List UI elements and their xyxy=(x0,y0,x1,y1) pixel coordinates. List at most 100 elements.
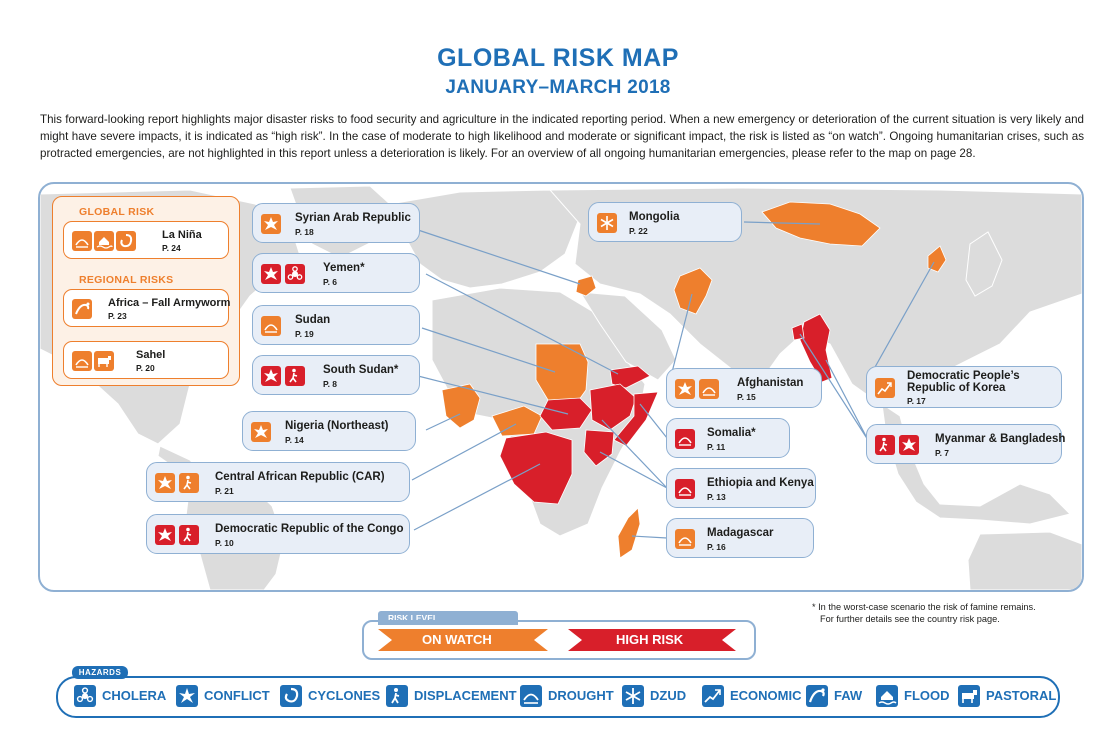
intro-line: protracted emergencies, are not highligh… xyxy=(40,147,976,160)
conflict-icon xyxy=(261,214,281,234)
legend-card-sahel[interactable]: Sahel P. 20 xyxy=(63,341,229,379)
callout-name: Democratic Republic of the Congo xyxy=(215,523,404,535)
callout-name: Madagascar xyxy=(707,527,774,539)
legend-card-la-nina[interactable]: La Niña P. 24 xyxy=(63,221,229,259)
hazard-label: DISPLACEMENT xyxy=(414,688,517,703)
callout-name: Syrian Arab Republic xyxy=(295,212,411,224)
faw-icon xyxy=(72,299,92,319)
on-watch-label: ON WATCH xyxy=(422,632,492,647)
cholera-icon xyxy=(285,264,305,284)
economic-icon xyxy=(875,378,895,398)
conflict-icon xyxy=(261,366,281,386)
callout-yemen[interactable]: Yemen* P. 6 xyxy=(252,253,420,293)
hazard-label: FLOOD xyxy=(904,688,950,703)
callout-nigeria[interactable]: Nigeria (Northeast) P. 14 xyxy=(242,411,416,451)
hazards-tab: HAZARDS xyxy=(72,666,128,679)
callout-south-sudan[interactable]: South Sudan* P. 8 xyxy=(252,355,420,395)
callout-sudan[interactable]: Sudan P. 19 xyxy=(252,305,420,345)
drought-icon xyxy=(72,231,92,251)
callout-page: P. 6 xyxy=(323,277,338,287)
map-title: GLOBAL RISK MAP xyxy=(437,44,679,72)
land-arabia xyxy=(579,291,677,381)
callout-somalia[interactable]: Somalia* P. 11 xyxy=(666,418,790,458)
country-syria xyxy=(575,275,597,297)
conflict-icon xyxy=(176,685,198,707)
callout-mongolia[interactable]: Mongolia P. 22 xyxy=(588,202,742,242)
country-drc xyxy=(499,431,573,505)
land-southeast-asia xyxy=(881,402,1071,525)
drought-icon xyxy=(675,479,695,499)
callout-page: P. 8 xyxy=(323,379,338,389)
callout-page: P. 11 xyxy=(707,442,726,452)
callout-name: Democratic People’s xyxy=(907,370,1020,382)
land-japan xyxy=(965,231,1003,297)
country-yemen xyxy=(609,365,651,389)
intro-line: This forward-looking report highlights m… xyxy=(40,113,1084,126)
legend-card-fall-armyworm[interactable]: Africa – Fall Armyworm P. 23 xyxy=(63,289,231,327)
drought-icon xyxy=(72,351,92,371)
drought-icon xyxy=(675,529,695,549)
hazard-label: FAW xyxy=(834,688,863,703)
callout-ethiopia-kenya[interactable]: Ethiopia and Kenya P. 13 xyxy=(666,468,816,508)
callout-name: Somalia* xyxy=(707,427,756,439)
cholera-icon xyxy=(74,685,96,707)
footnote-line: * In the worst-case scenario the risk of… xyxy=(812,602,1036,612)
callout-page: P. 16 xyxy=(707,542,726,552)
leader-lines xyxy=(411,221,935,539)
risk-level-legend: ON WATCH HIGH RISK xyxy=(362,620,756,660)
callout-name: Afghanistan xyxy=(737,377,804,389)
hazard-label: DZUD xyxy=(650,688,687,703)
flood-icon xyxy=(876,685,898,707)
callout-name: Nigeria (Northeast) xyxy=(285,420,389,432)
conflict-icon xyxy=(899,435,919,455)
hazard-label: PASTORAL xyxy=(986,688,1057,703)
callout-name: Myanmar & Bangladesh xyxy=(935,433,1066,445)
displacement-icon xyxy=(285,366,305,386)
callout-page: P. 22 xyxy=(629,226,648,236)
high-risk-label: HIGH RISK xyxy=(616,632,684,647)
flood-icon xyxy=(94,231,114,251)
land-asia xyxy=(548,187,1082,405)
hazard-label: DROUGHT xyxy=(548,688,614,703)
footnote-line: For further details see the country risk… xyxy=(820,614,1000,624)
hazard-label: CYCLONES xyxy=(308,688,381,703)
conflict-icon xyxy=(155,473,175,493)
hazard-label: CONFLICT xyxy=(204,688,270,703)
risk-legend-panel: GLOBAL RISK La Niña P. 24 REGIONAL RISKS… xyxy=(52,196,240,386)
callout-myanmar-bangladesh[interactable]: Myanmar & Bangladesh P. 7 xyxy=(866,424,1066,464)
callout-car[interactable]: Central African Republic (CAR) P. 21 xyxy=(146,462,410,502)
callout-madagascar[interactable]: Madagascar P. 16 xyxy=(666,518,814,558)
callout-drc[interactable]: Democratic Republic of the Congo P. 10 xyxy=(146,514,410,554)
legend-card-name: Africa – Fall Armyworm xyxy=(108,297,231,309)
on-watch-swatch xyxy=(378,629,548,651)
legend-card-page: P. 23 xyxy=(108,311,127,321)
callout-afghanistan[interactable]: Afghanistan P. 15 xyxy=(666,368,822,408)
drought-icon xyxy=(675,429,695,449)
intro-line: might have severe impacts, it is indicat… xyxy=(40,130,1084,143)
callout-name: Sudan xyxy=(295,314,331,326)
faw-icon xyxy=(806,685,828,707)
conflict-icon xyxy=(251,422,271,442)
callout-name: South Sudan* xyxy=(323,364,399,376)
callout-name: Republic of Korea xyxy=(907,382,1006,394)
map-subtitle: JANUARY–MARCH 2018 xyxy=(445,77,671,98)
conflict-icon xyxy=(261,264,281,284)
callout-page: P. 21 xyxy=(215,486,234,496)
callout-syria[interactable]: Syrian Arab Republic P. 18 xyxy=(252,203,420,243)
callout-page: P. 7 xyxy=(935,448,950,458)
legend-card-page: P. 20 xyxy=(136,363,155,373)
displacement-icon xyxy=(875,435,895,455)
callout-page: P. 14 xyxy=(285,435,304,445)
callout-page: P. 17 xyxy=(907,396,926,406)
callout-name: Yemen* xyxy=(323,262,365,274)
callout-page: P. 19 xyxy=(295,329,314,339)
legend-card-name: La Niña xyxy=(162,229,202,241)
global-risk-heading: GLOBAL RISK xyxy=(79,206,155,218)
intro-paragraph: This forward-looking report highlights m… xyxy=(40,111,1084,162)
dzud-icon xyxy=(597,213,617,233)
conflict-icon xyxy=(675,379,695,399)
pastoral-icon xyxy=(94,351,114,371)
high-risk-swatch xyxy=(568,629,736,651)
callout-dprk[interactable]: Democratic People’s Republic of Korea P.… xyxy=(866,366,1062,408)
dzud-icon xyxy=(622,685,644,707)
